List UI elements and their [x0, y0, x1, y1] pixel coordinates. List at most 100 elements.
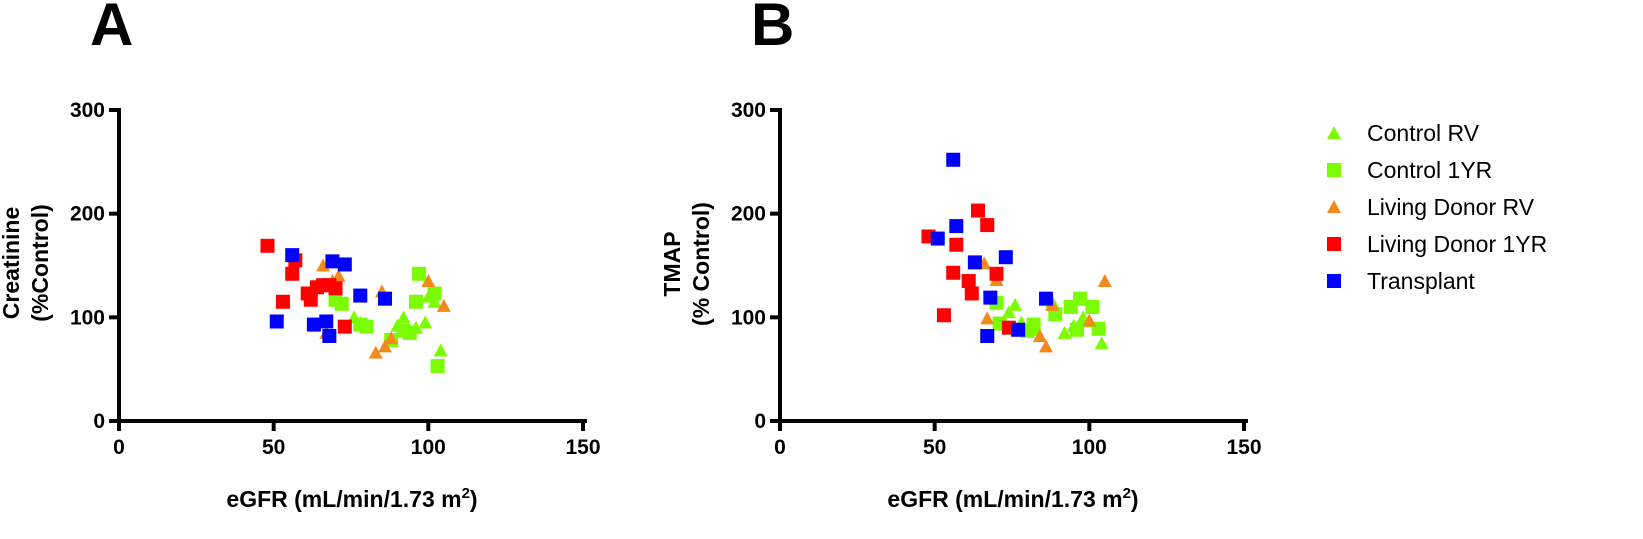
panel-a-ylabel: Creatinine (%Control) — [0, 204, 53, 322]
data-point — [1039, 339, 1054, 353]
panel-b-xlabel: eGFR (mL/min/1.73 m2) — [887, 485, 1138, 512]
data-point — [412, 266, 427, 281]
panel-b-x-ticks: 0 50 100 150 — [774, 421, 1262, 459]
data-point — [334, 296, 349, 311]
legend-label: Control RV — [1367, 120, 1480, 146]
data-point — [275, 294, 290, 309]
legend-marker — [1327, 237, 1341, 251]
data-point — [964, 286, 979, 301]
legend-label: Transplant — [1367, 268, 1475, 294]
panel-b-xlabel-main: eGFR (mL/min/1.73 m — [887, 486, 1122, 512]
data-point — [949, 219, 964, 234]
data-point — [269, 314, 284, 329]
data-point — [328, 281, 343, 296]
x-tick-label: 150 — [1226, 436, 1261, 459]
legend-marker — [1327, 200, 1341, 213]
data-point — [421, 274, 436, 288]
y-tick-label: 200 — [731, 203, 766, 226]
data-point — [946, 265, 961, 280]
x-tick-label: 150 — [565, 436, 600, 459]
data-point — [989, 266, 1004, 281]
data-point — [427, 286, 442, 301]
data-point — [1097, 274, 1112, 288]
x-tick-label: 100 — [1072, 436, 1107, 459]
data-point — [961, 274, 976, 289]
panel-b-ylabel-line1: TMAP — [659, 231, 685, 296]
x-tick-label: 0 — [113, 436, 125, 459]
data-point — [285, 248, 300, 263]
legend-marker — [1327, 163, 1341, 177]
data-point — [303, 292, 318, 307]
data-point — [970, 203, 985, 218]
data-point — [980, 311, 995, 325]
data-point — [427, 294, 442, 308]
data-point — [260, 238, 275, 253]
legend-label: Control 1YR — [1367, 157, 1492, 183]
data-point — [1057, 325, 1072, 339]
panel-b-xlabel-sup: 2 — [1123, 485, 1131, 502]
data-point — [998, 250, 1013, 265]
data-point — [1026, 317, 1041, 332]
data-point — [980, 218, 995, 233]
data-point — [1073, 291, 1088, 306]
data-point — [1008, 297, 1023, 311]
data-point — [378, 291, 393, 306]
data-point — [285, 266, 300, 281]
data-point — [430, 359, 445, 374]
data-point — [359, 319, 374, 334]
panel-a: A Creatinine (%Control) 0 100 200 300 0 50 10… — [0, 0, 601, 512]
panel-a-points — [260, 238, 451, 374]
panel-a-x-ticks: 0 50 100 150 — [113, 421, 601, 459]
data-point — [1001, 305, 1016, 319]
data-point — [368, 345, 383, 359]
panel-b-letter: B — [751, 0, 794, 58]
data-point — [436, 298, 451, 312]
legend-label: Living Donor RV — [1367, 194, 1535, 220]
panel-a-xlabel-sup: 2 — [462, 485, 470, 502]
data-point — [930, 231, 945, 246]
data-point — [384, 331, 399, 345]
y-tick-label: 200 — [70, 203, 105, 226]
data-point — [1069, 322, 1084, 337]
panel-a-xlabel: eGFR (mL/min/1.73 m2) — [226, 485, 477, 512]
y-tick-label: 0 — [93, 410, 105, 433]
data-point — [1032, 328, 1047, 342]
data-point — [319, 314, 334, 329]
data-point — [949, 237, 964, 252]
data-point — [1085, 299, 1100, 314]
data-point — [353, 288, 368, 303]
data-point — [337, 257, 352, 272]
x-tick-label: 50 — [262, 436, 285, 459]
y-tick-label: 300 — [731, 99, 766, 122]
data-point — [306, 317, 321, 332]
data-point — [1082, 313, 1097, 327]
panel-b-xlabel-end: ) — [1131, 486, 1139, 512]
data-point — [980, 328, 995, 343]
panel-a-y-ticks: 0 100 200 300 — [70, 99, 119, 433]
y-tick-label: 300 — [70, 99, 105, 122]
legend-marker — [1327, 126, 1341, 139]
data-point — [936, 308, 951, 323]
panel-a-ylabel-line1: Creatinine — [0, 207, 24, 319]
panel-a-ylabel-line2: (%Control) — [27, 204, 53, 322]
x-tick-label: 0 — [774, 436, 786, 459]
data-point — [1039, 291, 1054, 306]
x-tick-label: 50 — [923, 436, 946, 459]
data-point — [322, 328, 337, 343]
data-point — [967, 255, 982, 270]
data-point — [983, 290, 998, 305]
data-point — [325, 254, 340, 269]
data-point — [946, 152, 961, 167]
legend-marker — [1327, 274, 1341, 288]
y-tick-label: 100 — [731, 306, 766, 329]
legend: Control RV Control 1YR Living Donor RV Livi… — [1327, 120, 1547, 294]
data-point — [418, 315, 433, 329]
data-point — [402, 325, 417, 340]
y-tick-label: 0 — [754, 410, 766, 433]
data-point — [337, 319, 352, 334]
panel-a-letter: A — [90, 0, 133, 58]
data-point — [433, 343, 448, 357]
data-point — [378, 339, 393, 353]
